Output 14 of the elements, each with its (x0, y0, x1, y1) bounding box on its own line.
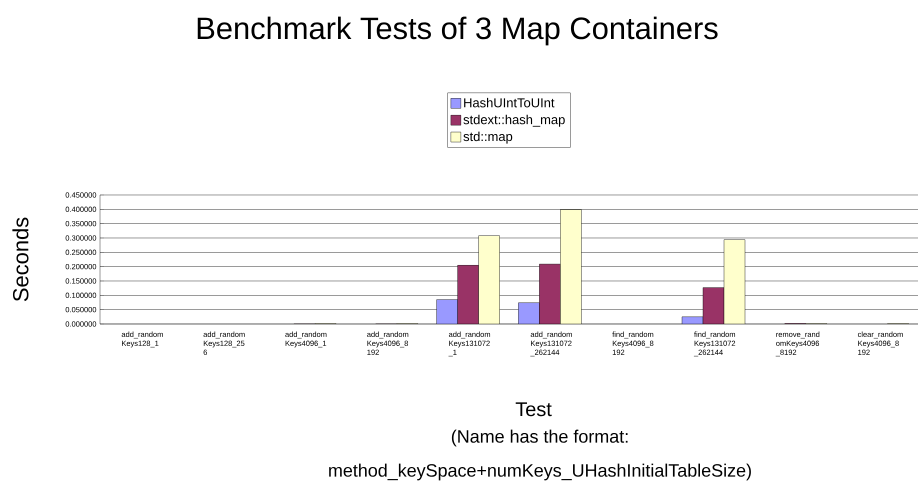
x-axis-title: Test (516, 402, 552, 416)
bar (539, 264, 561, 324)
text: (Name has the format: (452, 430, 628, 446)
legend-label: std::map (463, 132, 512, 144)
bar (457, 265, 479, 324)
bar (478, 235, 500, 324)
text: method_keySpace+numKeys_UHashInitialTableSize) (329, 464, 751, 480)
legend-label: HashUIntToUInt (464, 98, 554, 108)
bar (724, 240, 746, 324)
legend-label: stdext::hash_map (463, 114, 565, 127)
chart-title: Benchmark Tests of 3 Map Containers (198, 16, 718, 46)
bar (702, 287, 724, 324)
y-axis-title: Seconds (12, 218, 28, 302)
bar (560, 209, 582, 324)
